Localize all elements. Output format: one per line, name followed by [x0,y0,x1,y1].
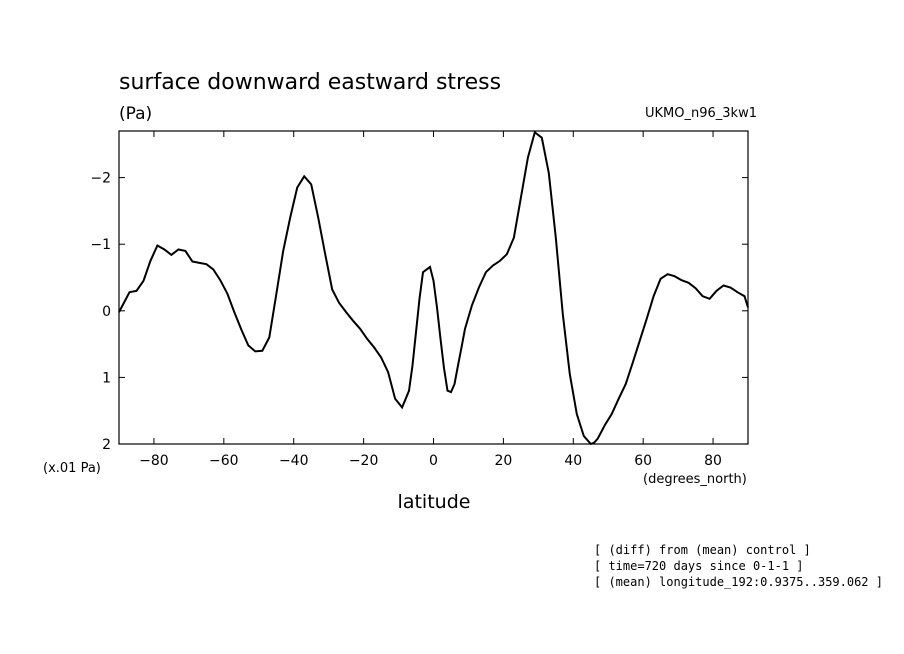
chart-title: surface downward eastward stress [119,70,501,95]
y-tick-label: 1 [102,370,111,386]
y-tick-label: −1 [90,237,111,253]
x-tick-label: 60 [634,453,652,469]
note-longitude: [ (mean) longitude_192:0.9375..359.062 ] [594,575,883,589]
y-axis: −2 −1 0 1 2 [90,171,748,453]
x-tick-label: −60 [209,453,239,469]
x-tick-label: 80 [704,453,722,469]
x-tick-label: −20 [349,453,379,469]
x-tick-label: 20 [494,453,512,469]
x-axis-label: latitude [398,491,471,513]
note-diff: [ (diff) from (mean) control ] [594,543,811,557]
y-scale-label: (x.01 Pa) [43,461,101,476]
y-tick-label: 2 [102,437,111,453]
x-axis: −80 −60 −40 −20 0 20 40 60 80 [139,131,722,469]
y-tick-label: 0 [102,304,111,320]
x-tick-label: −40 [279,453,309,469]
x-units-label: (degrees_north) [643,472,747,487]
y-tick-label: −2 [90,171,111,187]
units-label: (Pa) [119,104,152,124]
x-tick-label: 40 [564,453,582,469]
x-tick-label: −80 [139,453,169,469]
series-line [118,130,749,446]
model-label: UKMO_n96_3kw1 [645,106,757,121]
note-time: [ time=720 days since 0-1-1 ] [594,559,804,573]
x-tick-label: 0 [429,453,438,469]
